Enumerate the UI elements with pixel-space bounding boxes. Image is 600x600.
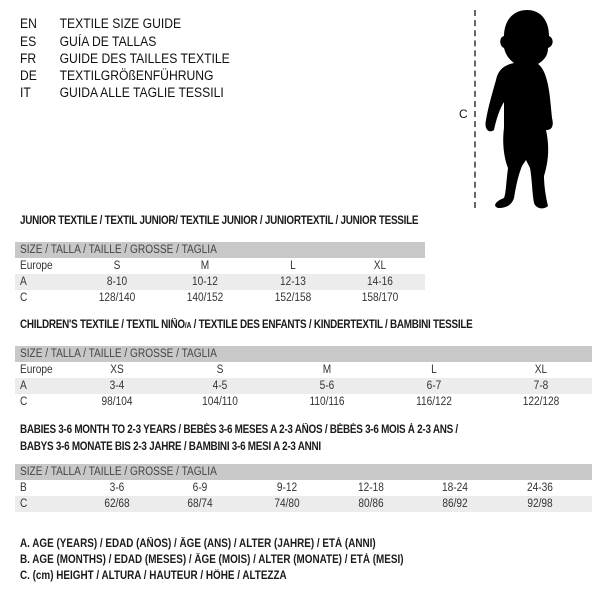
cell: 68/74 [187, 498, 213, 510]
cell: 3-6 [109, 482, 125, 494]
cell: M [200, 260, 210, 272]
table-row: C 98/104 104/110 110/116 116/122 122/128 [15, 394, 592, 410]
lang-code: ES [20, 34, 37, 49]
cell: 14-16 [367, 276, 393, 288]
cell: 116/122 [416, 396, 452, 408]
cell: S [113, 260, 121, 272]
table-header: SIZE / TALLA / TAILLE / GRÖSSE / TAGLIA [15, 464, 592, 480]
cell: 24-36 [527, 482, 553, 494]
cell: L [431, 364, 437, 376]
cell: 140/152 [186, 292, 224, 304]
table-row: B 3-6 6-9 9-12 12-18 18-24 24-36 [15, 480, 592, 496]
title-en: EN TEXTILE SIZE GUIDE [20, 15, 181, 32]
row-label: Europe [20, 364, 53, 376]
cell: 18-24 [442, 482, 468, 494]
babies-section-title-line2: BABYS 3-6 MONATE BIS 2-3 JAHRE / BAMBINI… [20, 441, 321, 453]
cell: 86/92 [442, 498, 468, 510]
title-es: ES GUÍA DE TALLAS [20, 33, 156, 50]
cell: 92/98 [527, 498, 553, 510]
legend-c: C. (cm) HEIGHT / ALTURA / HAUTEUR / HÖHE… [20, 570, 287, 582]
cell: 12-18 [358, 482, 384, 494]
cell: 128/140 [98, 292, 136, 304]
cell: 158/170 [361, 292, 399, 304]
cell: S [216, 364, 224, 376]
lang-text: TEXTILGRÖßENFÜHRUNG [59, 68, 214, 83]
row-label: C [20, 292, 28, 304]
cell: 6-9 [192, 482, 208, 494]
height-label: C [459, 107, 468, 121]
cell: 74/80 [274, 498, 300, 510]
cell: 6-7 [426, 380, 442, 392]
babies-section-title-line1: BABIES 3-6 MONTH TO 2-3 YEARS / BEBÉS 3-… [20, 424, 458, 436]
row-label: C [20, 498, 28, 510]
lang-text: TEXTILE SIZE GUIDE [59, 16, 182, 31]
row-label: A [20, 276, 27, 288]
height-measure-line [474, 10, 476, 208]
cell: XS [110, 364, 124, 376]
junior-section-title: JUNIOR TEXTILE / TEXTIL JUNIOR/ TEXTILE … [20, 215, 419, 227]
cell: 4-5 [212, 380, 228, 392]
lang-code: IT [20, 85, 31, 100]
header-label: SIZE / TALLA / TAILLE / GRÖSSE / TAGLIA [20, 348, 217, 360]
cell: 62/68 [104, 498, 130, 510]
cell: 110/116 [309, 396, 345, 408]
children-section-title: CHILDREN'S TEXTILE / TEXTIL NIÑO/A / TEX… [20, 319, 473, 331]
lang-code: EN [20, 16, 37, 31]
lang-text: GUIDA ALLE TAGLIE TESSILI [59, 85, 224, 100]
row-label: Europe [20, 260, 53, 272]
row-label: B [20, 482, 27, 494]
legend-b: B. AGE (MONTHS) / EDAD (MESES) / ÂGE (MO… [20, 554, 404, 566]
cell: 152/158 [274, 292, 312, 304]
header-label: SIZE / TALLA / TAILLE / GRÖSSE / TAGLIA [20, 466, 217, 478]
table-row: Europe XS S M L XL [15, 362, 592, 378]
lang-code: DE [20, 68, 37, 83]
title-de: DE TEXTILGRÖßENFÜHRUNG [20, 67, 214, 84]
table-row: A 3-4 4-5 5-6 6-7 7-8 [15, 378, 592, 394]
cell: XL [373, 260, 387, 272]
title-fr: FR GUIDE DES TAILLES TEXTILE [20, 50, 230, 67]
lang-text: GUIDE DES TAILLES TEXTILE [59, 51, 230, 66]
table-row: A 8-10 10-12 12-13 14-16 [15, 274, 425, 290]
row-label: C [20, 396, 28, 408]
cell: 98/104 [101, 396, 133, 408]
cell: 122/128 [522, 396, 560, 408]
cell: L [290, 260, 296, 272]
title-it: IT GUIDA ALLE TAGLIE TESSILI [20, 84, 224, 101]
cell: 9-12 [276, 482, 298, 494]
row-label: A [20, 380, 27, 392]
table-row: C 62/68 68/74 74/80 80/86 86/92 92/98 [15, 496, 592, 512]
cell: 104/110 [202, 396, 238, 408]
junior-size-table: SIZE / TALLA / TAILLE / GRÖSSE / TAGLIA … [15, 242, 425, 306]
cell: 12-13 [280, 276, 306, 288]
cell: 3-4 [109, 380, 125, 392]
lang-code: FR [20, 51, 37, 66]
cell: XL [534, 364, 548, 376]
cell: 8-10 [106, 276, 128, 288]
cell: M [322, 364, 332, 376]
cell: 80/86 [358, 498, 384, 510]
title-subscript: /A [184, 321, 192, 330]
cell: 7-8 [533, 380, 549, 392]
babies-size-table: SIZE / TALLA / TAILLE / GRÖSSE / TAGLIA … [15, 464, 592, 512]
table-row: C 128/140 140/152 152/158 158/170 [15, 290, 425, 306]
table-header: SIZE / TALLA / TAILLE / GRÖSSE / TAGLIA [15, 242, 425, 258]
cell: 5-6 [319, 380, 335, 392]
table-header: SIZE / TALLA / TAILLE / GRÖSSE / TAGLIA [15, 346, 592, 362]
table-row: Europe S M L XL [15, 258, 425, 274]
legend-a: A. AGE (YEARS) / EDAD (AÑOS) / ÂGE (ANS)… [20, 538, 376, 550]
title-part: CHILDREN'S TEXTILE / TEXTIL NIÑO [20, 319, 185, 331]
child-silhouette-icon [485, 10, 553, 209]
lang-text: GUÍA DE TALLAS [59, 34, 157, 49]
header-label: SIZE / TALLA / TAILLE / GRÖSSE / TAGLIA [20, 244, 217, 256]
cell: 10-12 [192, 276, 218, 288]
children-size-table: SIZE / TALLA / TAILLE / GRÖSSE / TAGLIA … [15, 346, 592, 410]
title-part: / TEXTILE DES ENFANTS / KINDERTEXTIL / B… [191, 319, 473, 331]
